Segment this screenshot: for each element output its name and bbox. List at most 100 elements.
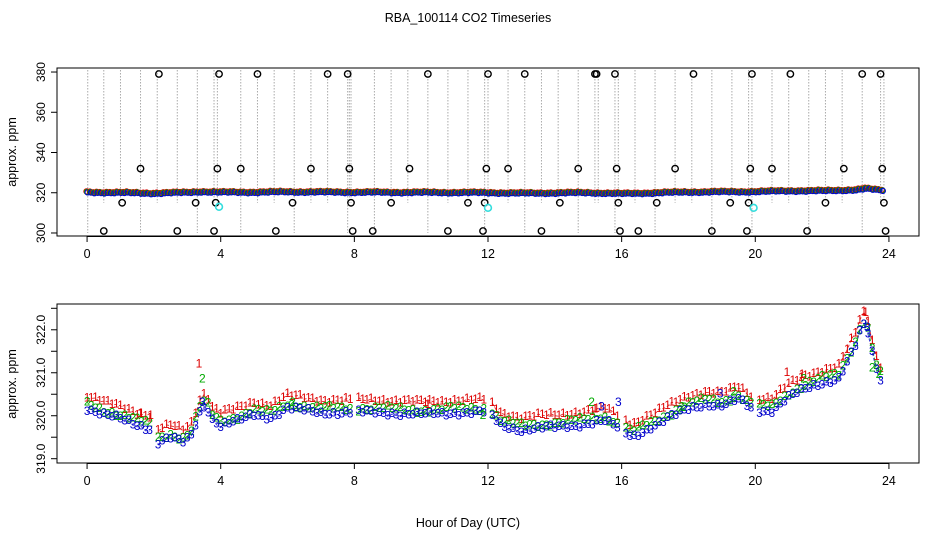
series-2-marker: 2 <box>138 416 144 428</box>
series-2-marker: 2 <box>209 410 215 422</box>
series-1-marker: 1 <box>380 395 386 407</box>
outlier-point <box>744 198 753 207</box>
series-3-marker: 3 <box>422 409 428 421</box>
outlier-point <box>253 70 262 78</box>
series-2-marker: 2 <box>205 397 211 409</box>
outlier-point <box>748 70 756 78</box>
series-2-marker: 2 <box>865 322 871 334</box>
series-3-marker: 3 <box>827 378 833 390</box>
series-3-marker: 3 <box>88 405 94 417</box>
series-3-marker: 3 <box>652 420 658 432</box>
outlier-point <box>423 70 432 78</box>
series-1-marker: 1 <box>360 394 366 406</box>
outlier-point <box>484 70 492 78</box>
series-2-marker: 2 <box>397 402 403 414</box>
outlier-point <box>592 70 601 78</box>
series-1-marker: 1 <box>468 395 474 407</box>
series-1-marker: 1 <box>631 417 637 429</box>
series-2-marker: 2 <box>401 405 407 417</box>
series-3-marker: 3 <box>109 412 115 424</box>
series-1-marker: 1 <box>105 395 111 407</box>
series-1-marker: 1 <box>456 396 462 408</box>
series-1-marker: 1 <box>556 410 562 422</box>
series-2-marker: 2 <box>426 407 432 419</box>
series-2-marker: 2 <box>163 433 169 445</box>
series-3-marker: 3 <box>685 405 691 417</box>
series-1-marker: 1 <box>138 408 144 420</box>
series-1-marker: 1 <box>518 414 524 426</box>
series-1-marker: 1 <box>418 395 424 407</box>
series-1-marker: 1 <box>777 384 783 396</box>
series-3-marker: 3 <box>518 427 524 439</box>
series-3-marker: 3 <box>435 409 441 421</box>
series-1-marker: 1 <box>276 396 282 408</box>
series-2-marker: 2 <box>318 404 324 416</box>
series-3-marker: 3 <box>289 404 295 416</box>
series-2-marker: 2 <box>176 434 182 446</box>
series-3-marker: 3 <box>96 409 102 421</box>
series-2-spike-marker: 2 <box>869 361 876 375</box>
series-3-marker: 3 <box>451 408 457 420</box>
bottom-x-tick-label: 4 <box>217 474 224 488</box>
series-2-marker: 2 <box>447 402 453 414</box>
series-2-marker: 2 <box>184 431 190 443</box>
series-3-marker: 3 <box>865 328 871 340</box>
series-1-marker: 1 <box>623 415 629 427</box>
series-1-marker: 1 <box>552 410 558 422</box>
series-3-marker: 3 <box>201 403 207 415</box>
series-3-marker: 3 <box>113 410 119 422</box>
series-1-marker: 1 <box>769 394 775 406</box>
series-2-marker: 2 <box>230 413 236 425</box>
series-3-marker: 3 <box>481 408 487 420</box>
series-3-marker: 3 <box>577 422 583 434</box>
series-1-marker: 1 <box>573 407 579 419</box>
bottom-y-axis-label: approx. ppm <box>5 349 19 418</box>
series-2-marker: 2 <box>790 388 796 400</box>
series-1-marker: 1 <box>865 316 871 328</box>
series-3-marker: 3 <box>380 408 386 420</box>
series-2-marker: 2 <box>840 360 846 372</box>
series-1-marker: 1 <box>197 395 203 407</box>
series-1-marker: 1 <box>589 406 595 418</box>
series-3-marker: 3 <box>543 422 549 434</box>
series-3-marker: 3 <box>765 406 771 418</box>
series-2-marker: 2 <box>497 416 503 428</box>
series-2-marker: 2 <box>677 404 683 416</box>
series-1-marker: 1 <box>497 407 503 419</box>
series-1-marker: 1 <box>790 375 796 387</box>
series-2-marker: 2 <box>343 405 349 417</box>
series-1-marker: 1 <box>844 344 850 356</box>
series-2-marker: 2 <box>765 401 771 413</box>
series-3-marker: 3 <box>163 433 169 445</box>
series-2-marker: 2 <box>159 432 165 444</box>
series-3-marker: 3 <box>142 425 148 437</box>
series-3-marker: 3 <box>376 407 382 419</box>
series-2-marker: 2 <box>121 410 127 422</box>
series-3-marker: 3 <box>347 408 353 420</box>
series-3-marker: 3 <box>197 406 203 418</box>
series-2-marker: 2 <box>740 395 746 407</box>
series-2-marker: 2 <box>238 411 244 423</box>
outlier-point <box>464 198 472 207</box>
series-1-marker: 1 <box>426 395 432 407</box>
outlier-point <box>405 164 414 173</box>
bottom-x-tick-label: 8 <box>351 474 358 488</box>
series-3-marker: 3 <box>648 425 654 437</box>
series-1-marker: 1 <box>714 386 720 398</box>
series-1-marker: 1 <box>180 425 186 437</box>
series-1-marker: 1 <box>510 411 516 423</box>
top-panel: 0 4 8 12 16 20 24 300 320 340 360 380 approx. ppm <box>5 62 920 261</box>
series-2-marker: 2 <box>422 405 428 417</box>
outlier-point <box>689 70 698 78</box>
series-1-marker: 1 <box>130 406 136 418</box>
outlier-point <box>348 227 357 235</box>
series-2-marker: 2 <box>96 403 102 415</box>
series-1-marker: 1 <box>389 396 395 408</box>
series-3-marker: 3 <box>230 417 236 429</box>
series-1-marker: 1 <box>506 412 512 424</box>
series-2-marker: 2 <box>643 421 649 433</box>
series-1-marker: 1 <box>172 421 178 433</box>
series-3-marker: 3 <box>564 423 570 435</box>
series-1-marker: 1 <box>255 400 261 412</box>
series-3-marker: 3 <box>339 409 345 421</box>
